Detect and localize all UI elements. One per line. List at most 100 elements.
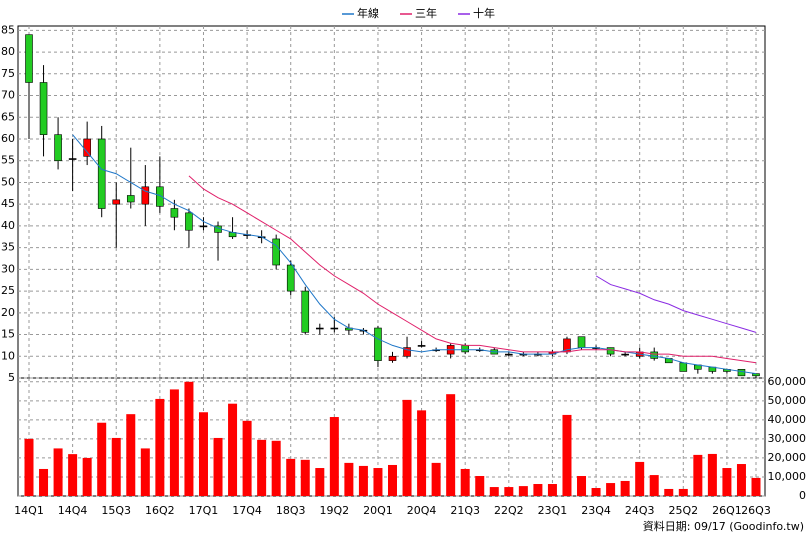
x-tick-label: 20Q4 — [407, 504, 437, 517]
x-tick-label: 21Q3 — [450, 504, 480, 517]
x-tick-label: 20Q1 — [363, 504, 393, 517]
candle-body — [461, 345, 470, 353]
x-tick-label: 23Q4 — [581, 504, 611, 517]
candle-body — [112, 199, 121, 205]
volume-bar — [693, 454, 703, 496]
volume-bar — [140, 448, 150, 496]
volume-bar — [228, 403, 238, 496]
candle-body — [417, 345, 426, 347]
candle-body — [621, 353, 629, 356]
volume-bar — [475, 476, 485, 496]
volume-bar — [446, 394, 456, 496]
x-tick-label: 17Q1 — [189, 504, 219, 517]
volume-bar — [562, 414, 572, 496]
volume-bar — [169, 389, 179, 496]
x-tick-label: 14Q1 — [14, 504, 44, 517]
candle-body — [505, 353, 513, 356]
volume-bar — [213, 437, 223, 496]
candle-body — [606, 347, 615, 355]
legend-label: 年線 — [357, 6, 379, 20]
volume-bar — [417, 410, 427, 496]
candle-body — [25, 34, 33, 83]
y-tick-label: 65 — [1, 110, 15, 123]
candle-body — [388, 355, 397, 361]
volume-bar — [184, 381, 194, 496]
x-tick-label: 17Q4 — [232, 504, 262, 517]
y2-tick-label: 0 — [799, 489, 806, 502]
y-tick-label: 70 — [1, 89, 15, 102]
candle-body — [679, 362, 688, 372]
y-tick-label: 25 — [1, 284, 15, 297]
y-tick-label: 20 — [1, 306, 15, 319]
volume-bar — [97, 422, 107, 496]
volume-bar — [82, 457, 92, 496]
y-tick-label: 75 — [1, 67, 15, 80]
y2-tick-label: 30,000 — [768, 432, 807, 445]
y-tick-label: 85 — [1, 23, 15, 36]
legend-label: 三年 — [415, 6, 437, 20]
x-tick-label: 14Q4 — [58, 504, 88, 517]
y2-tick-label: 60,000 — [768, 375, 807, 388]
volume-bar — [678, 488, 688, 496]
candle-body — [185, 212, 193, 231]
candle-body — [272, 238, 280, 266]
candle-body — [170, 208, 179, 218]
volume-bar — [358, 465, 368, 496]
volume-bar — [286, 458, 296, 496]
volume-bar — [620, 480, 630, 496]
y-tick-label: 45 — [1, 197, 15, 210]
x-tick-label: 25Q2 — [668, 504, 698, 517]
candle-body — [330, 327, 339, 330]
x-tick-label: 18Q3 — [276, 504, 306, 517]
volume-bar — [664, 488, 674, 496]
volume-bar — [649, 475, 659, 496]
y-tick-label: 80 — [1, 45, 15, 58]
x-tick-label: 16Q2 — [145, 504, 175, 517]
volume-bar — [635, 461, 645, 496]
y-tick-label: 55 — [1, 154, 15, 167]
volume-bar — [460, 468, 470, 496]
volume-bar — [489, 487, 499, 496]
y-tick-label: 10 — [1, 349, 15, 362]
candle-body — [39, 82, 48, 135]
volume-bar — [155, 398, 165, 496]
volume-bar — [24, 438, 34, 496]
volume-bar — [504, 487, 514, 496]
candle-body — [374, 327, 382, 361]
y-tick-label: 40 — [1, 219, 15, 232]
y-tick-label: 60 — [1, 132, 15, 145]
candle-body — [403, 347, 411, 357]
volume-bar — [53, 448, 63, 496]
candle-body — [577, 336, 586, 348]
candle-body — [156, 186, 164, 207]
volume-bar — [722, 468, 732, 496]
candle-body — [752, 373, 760, 377]
candle-body — [199, 225, 208, 228]
volume-bar — [577, 476, 587, 496]
volume-bar — [547, 484, 557, 496]
volume-bar — [431, 462, 441, 496]
ma-line — [595, 275, 757, 333]
volume-bar — [402, 399, 412, 496]
volume-bar — [707, 453, 717, 496]
footer: 資料日期: 09/17 (Goodinfo.tw) — [643, 519, 804, 533]
volume-bar — [606, 483, 616, 496]
volume-bar — [533, 484, 543, 496]
candle-body — [286, 264, 295, 292]
candle-body — [737, 369, 746, 377]
volume-bar — [242, 420, 252, 496]
y2-tick-label: 50,000 — [768, 394, 807, 407]
x-tick-label: 19Q2 — [320, 504, 350, 517]
x-tick-label: 24Q3 — [625, 504, 655, 517]
volume-bar — [344, 462, 354, 496]
volume-bar — [198, 412, 208, 496]
volume-bar — [271, 440, 281, 496]
volume-bar — [373, 468, 383, 496]
ma-line — [188, 175, 757, 364]
volume-bar — [518, 486, 528, 496]
candle-body — [650, 351, 659, 359]
volume-bar — [111, 437, 121, 496]
y-tick-label: 35 — [1, 241, 15, 254]
y-tick-label: 5 — [8, 371, 15, 384]
